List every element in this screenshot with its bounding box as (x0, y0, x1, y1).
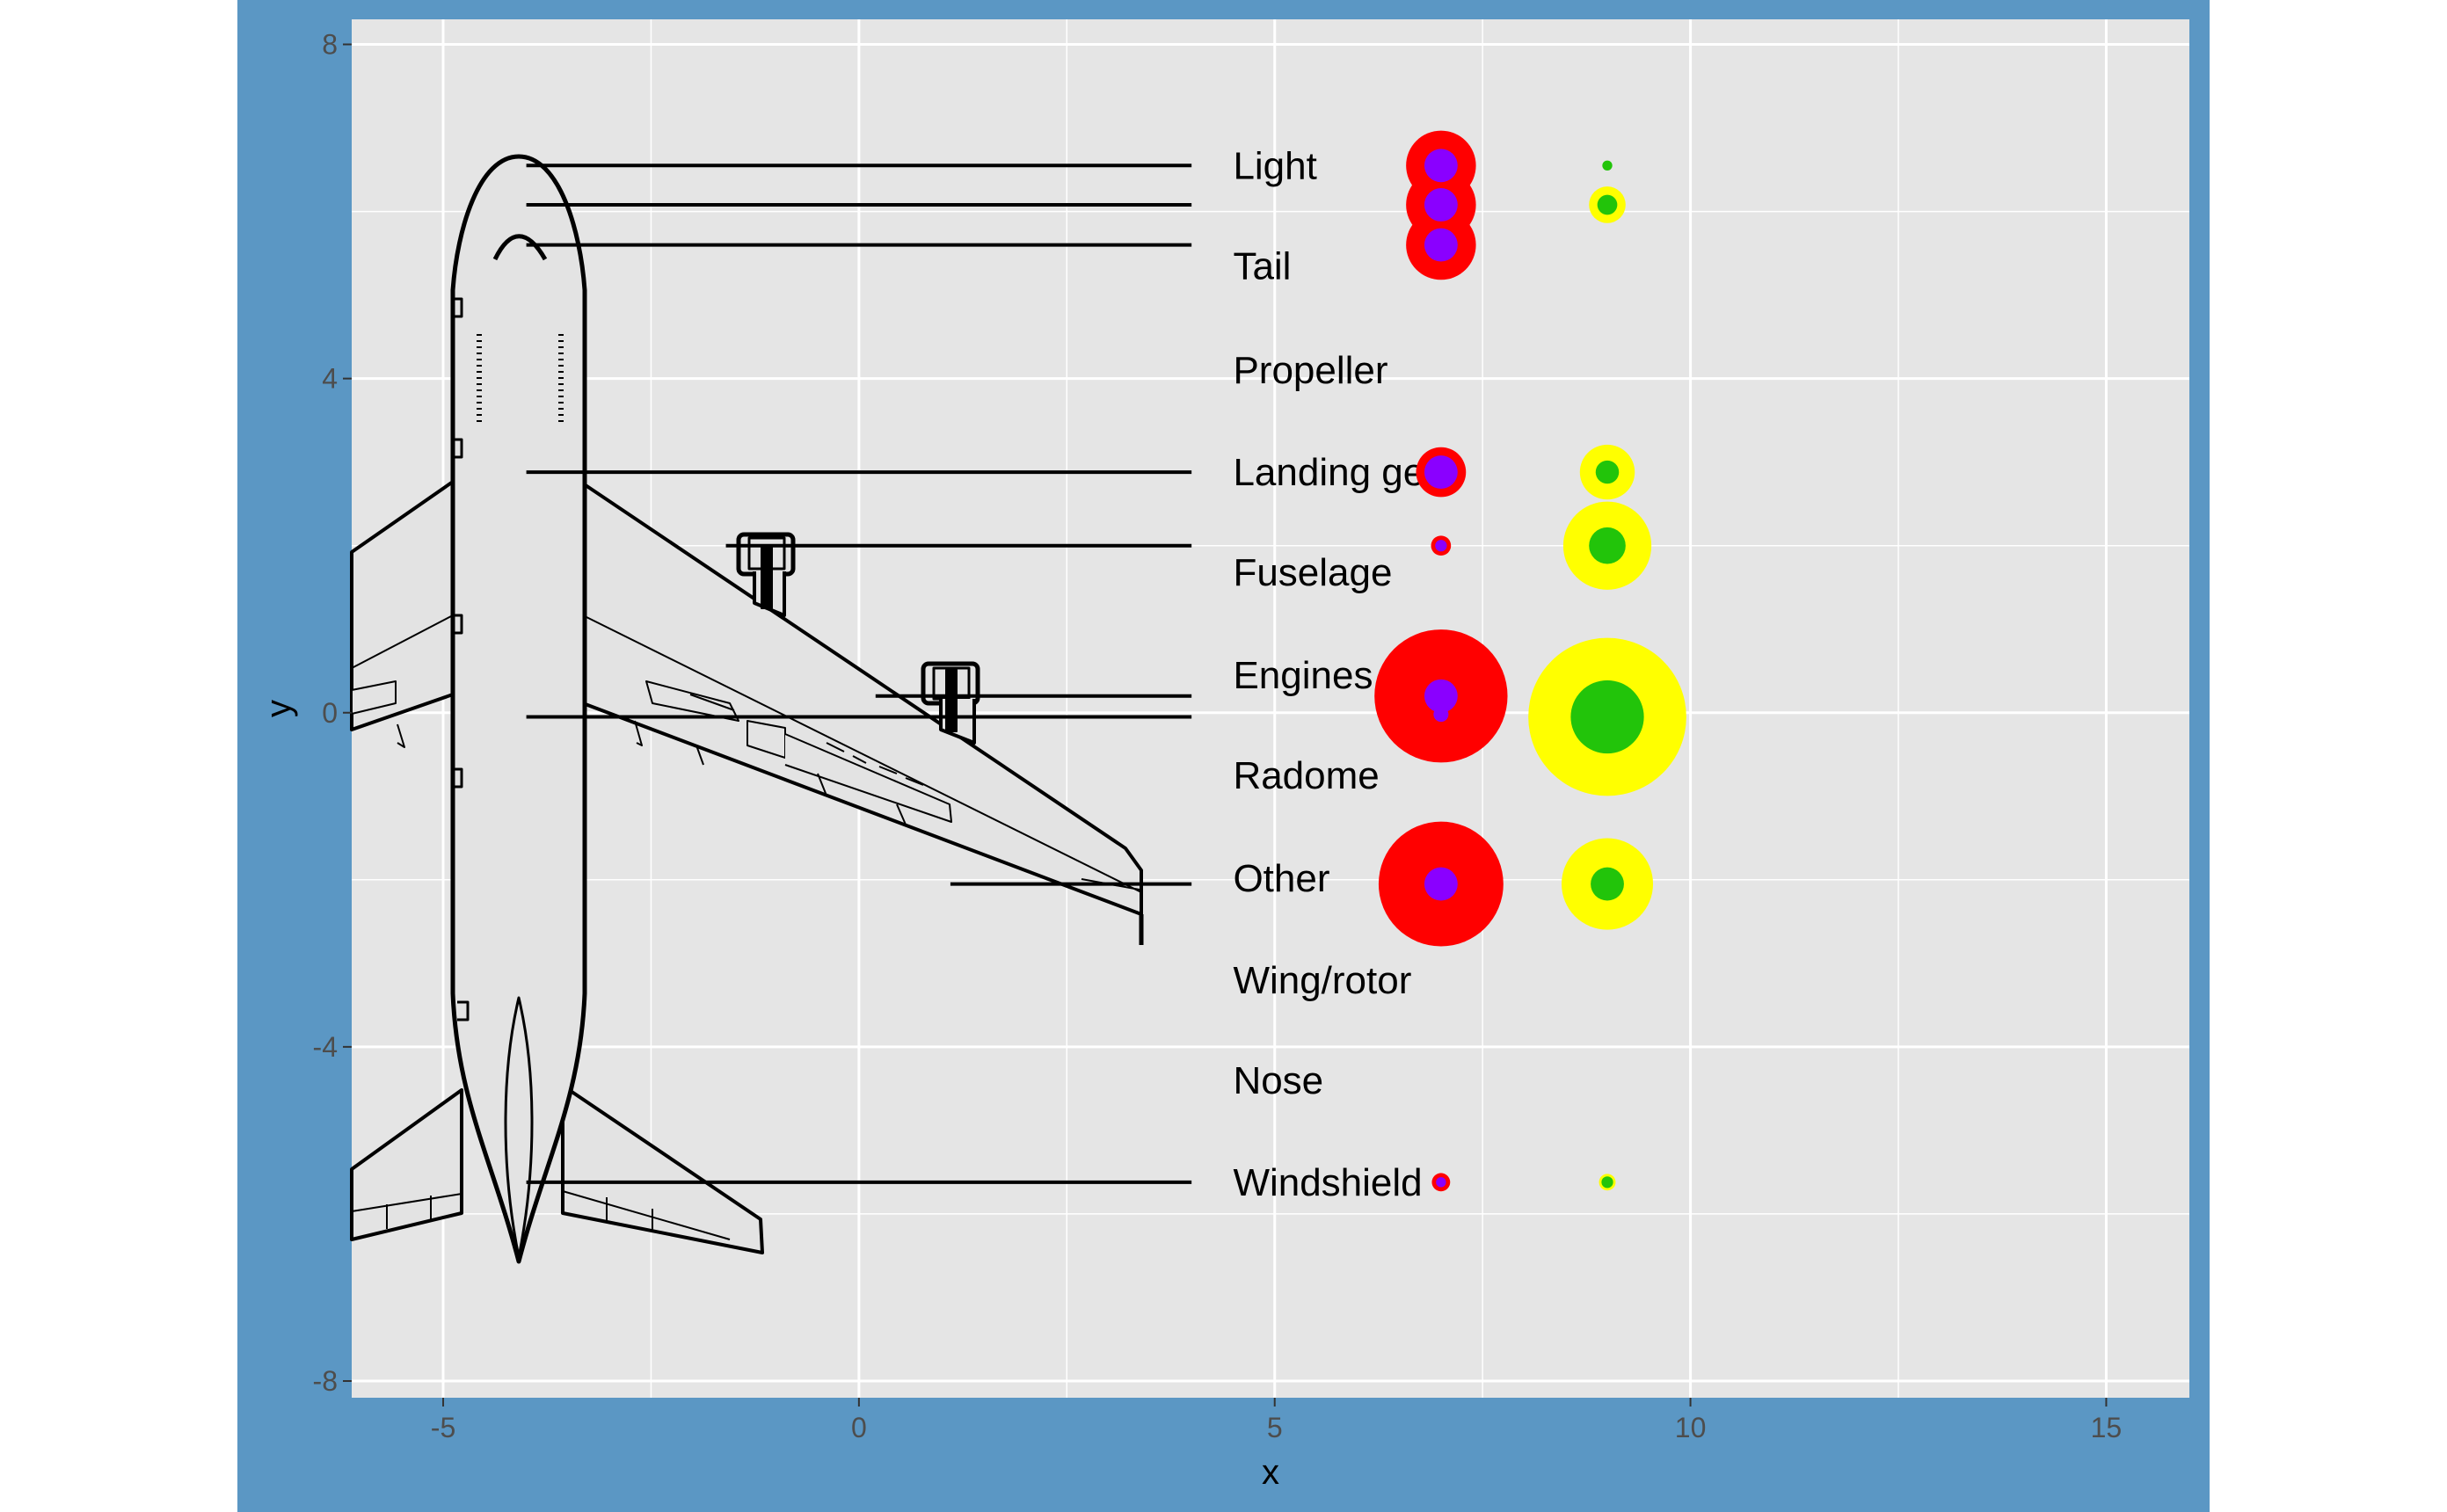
part-label: Light (1233, 144, 1316, 187)
data-circles (1374, 130, 1686, 1192)
y-tick-label: 8 (322, 29, 338, 61)
inner-circle (1602, 160, 1613, 171)
inner-circle (1597, 194, 1618, 215)
part-label: Fuselage (1233, 551, 1392, 594)
aircraft-icon (350, 154, 1144, 1264)
inner-circle (1601, 1176, 1613, 1189)
inner-circle (1433, 707, 1449, 723)
x-tick-label: 10 (1675, 1412, 1707, 1443)
leader-lines (526, 164, 1192, 1184)
part-label: Propeller (1233, 349, 1387, 392)
x-tick-label: 0 (851, 1412, 867, 1443)
inner-circle (1424, 455, 1458, 489)
inner-circle (1570, 680, 1644, 754)
x-tick-label: -5 (431, 1412, 455, 1443)
inner-circle (1436, 1177, 1446, 1188)
part-label: Other (1233, 857, 1329, 900)
inner-circle (1424, 867, 1458, 901)
x-tick-label: 15 (2091, 1412, 2123, 1443)
y-tick-label: 4 (322, 363, 338, 395)
y-tick-label: 0 (322, 697, 338, 729)
y-axis: -8 -4 0 4 8 (313, 29, 352, 1397)
inner-circle (1424, 228, 1458, 262)
inner-circle (1591, 867, 1624, 901)
x-axis: -5 0 5 10 15 (431, 1398, 2122, 1443)
y-tick-label: -8 (313, 1365, 338, 1397)
x-tick-label: 5 (1267, 1412, 1283, 1443)
part-label: Tail (1233, 244, 1291, 287)
inner-circle (1589, 527, 1626, 564)
inner-circle (1424, 679, 1458, 713)
part-label: Engines (1233, 654, 1373, 697)
inner-circle (1424, 188, 1458, 222)
y-tick-label: -4 (313, 1031, 338, 1063)
inner-circle (1424, 149, 1458, 183)
y-axis-title: y (259, 700, 298, 717)
part-label: Radome (1233, 754, 1379, 797)
inner-circle (1595, 460, 1620, 484)
part-label: Wing/rotor (1233, 959, 1411, 1002)
part-label: Nose (1233, 1059, 1323, 1102)
inner-circle (1435, 540, 1447, 552)
x-axis-title: x (1262, 1453, 1279, 1492)
part-label: Windshield (1233, 1161, 1422, 1204)
